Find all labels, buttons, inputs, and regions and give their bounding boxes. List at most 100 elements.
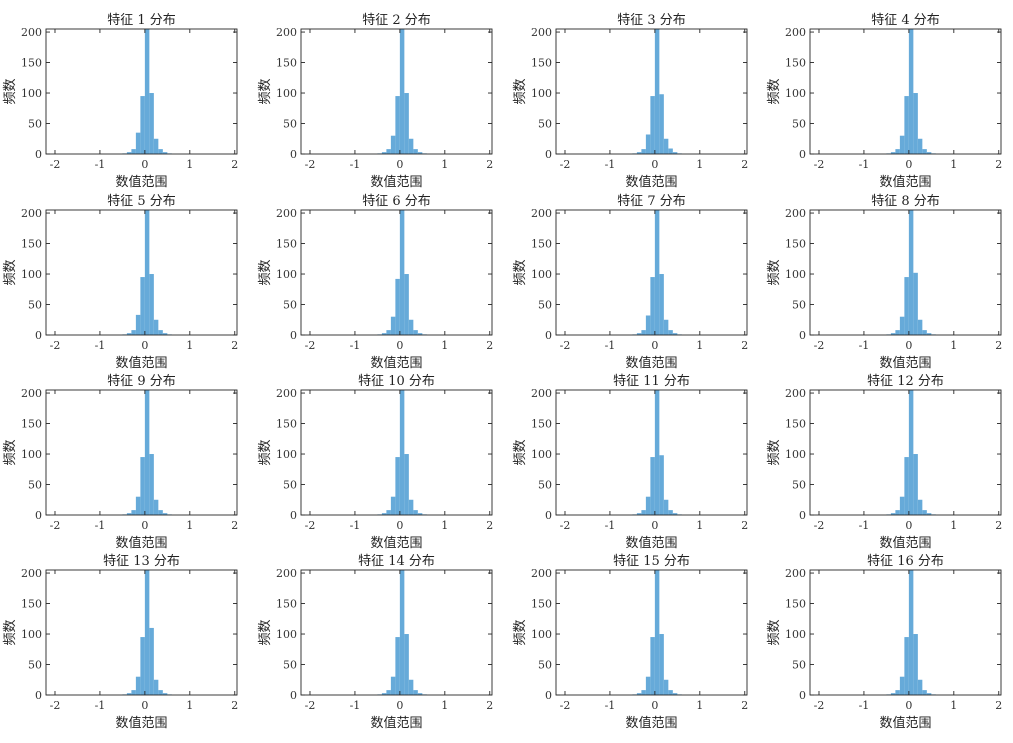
y-tick-label: 100 [531,87,552,100]
x-tick-label: -1 [605,699,616,712]
x-tick-label: 2 [995,699,1002,712]
axes-frame [809,389,1002,516]
y-tick-label: 50 [792,479,806,492]
histogram-bar [668,510,673,515]
x-tick-label: -2 [560,339,571,352]
y-tick-label: 50 [283,299,297,312]
histogram-bar [399,210,405,335]
histogram-bar [913,454,918,515]
histogram-bar [135,496,141,515]
x-tick-label: 2 [231,699,238,712]
histogram-bar [153,319,159,335]
histogram-bar [899,316,905,335]
y-tick-label: 100 [785,448,806,461]
histogram-bar [413,510,418,515]
histogram-bar [417,693,423,695]
x-tick-label: 2 [741,158,748,171]
histogram-bar [926,333,932,335]
y-tick-label: 200 [21,567,42,580]
y-tick-label: 0 [290,148,297,161]
histogram-bar [641,510,646,515]
histogram-bar [908,390,914,515]
panel-title: 特征 15 分布 [613,554,690,569]
histogram-bar [899,496,905,515]
histogram-bar [390,316,396,335]
histogram-bar [381,693,387,695]
panel-title: 特征 16 分布 [867,554,944,569]
x-axis-title: 数值范围 [625,355,677,371]
y-tick-label: 200 [21,207,42,220]
histogram-bar [890,693,896,695]
x-tick-label: 0 [396,519,403,532]
histogram-bar [131,690,136,695]
x-tick-label: 1 [696,158,703,171]
x-tick-label: 0 [651,519,658,532]
y-tick-label: 150 [276,57,297,70]
x-axis-title: 数值范围 [625,715,677,731]
x-tick-label: -2 [814,158,825,171]
y-tick-label: 50 [538,299,552,312]
histogram-bar [654,29,660,154]
x-tick-label: 2 [741,699,748,712]
y-axis-title: 频数 [258,259,273,285]
histogram-bar [417,333,423,335]
axes-frame [300,28,493,155]
histogram-bar [645,496,651,515]
y-tick-label: 200 [276,207,297,220]
y-axis-title: 频数 [258,78,273,104]
x-tick-label: -2 [50,158,61,171]
y-axis-title: 频数 [258,439,273,465]
panel-title: 特征 2 分布 [362,13,431,28]
histogram-bar [641,690,646,695]
histogram-bar [408,319,414,335]
x-axis-title: 数值范围 [115,355,167,371]
histogram-bar [645,676,651,695]
y-tick-label: 200 [785,387,806,400]
x-tick-label: 2 [995,519,1002,532]
panel-title: 特征 10 分布 [358,374,435,389]
y-tick-label: 50 [792,118,806,131]
x-tick-label: 1 [950,699,957,712]
axes-frame [809,569,1002,696]
y-tick-label: 150 [276,598,297,611]
y-tick-label: 50 [28,659,42,672]
histogram-bar [922,690,927,695]
y-tick-label: 50 [792,659,806,672]
x-tick-label: 0 [141,519,148,532]
histogram-bar [668,148,673,154]
histogram-bar [126,333,132,335]
y-tick-label: 100 [531,268,552,281]
histogram-bar [162,693,168,695]
panel-title: 特征 6 分布 [362,194,431,209]
y-tick-label: 0 [799,509,806,522]
x-tick-label: -1 [95,339,106,352]
histogram-bar [922,330,927,335]
histogram-bar [413,149,418,154]
y-tick-label: 50 [283,118,297,131]
histogram-bar [672,513,678,515]
histogram-bar [417,513,423,515]
histogram-bar [144,570,150,695]
y-axis-title: 频数 [3,439,18,465]
y-axis-title: 频数 [767,259,782,285]
x-axis-title: 数值范围 [370,715,422,731]
y-tick-label: 200 [21,26,42,39]
y-tick-label: 0 [35,509,42,522]
histogram-bar [153,138,159,154]
y-tick-label: 50 [792,299,806,312]
histogram-bar [395,637,400,695]
y-tick-label: 0 [799,689,806,702]
y-tick-label: 0 [799,329,806,342]
x-axis-title: 数值范围 [370,535,422,551]
histogram-bar [153,679,159,695]
y-tick-label: 0 [545,148,552,161]
x-tick-label: 1 [950,339,957,352]
histogram-bar [650,277,655,335]
histogram-bar [158,330,163,335]
histogram-bar [413,690,418,695]
x-tick-label: -2 [305,699,316,712]
x-tick-label: -2 [814,519,825,532]
